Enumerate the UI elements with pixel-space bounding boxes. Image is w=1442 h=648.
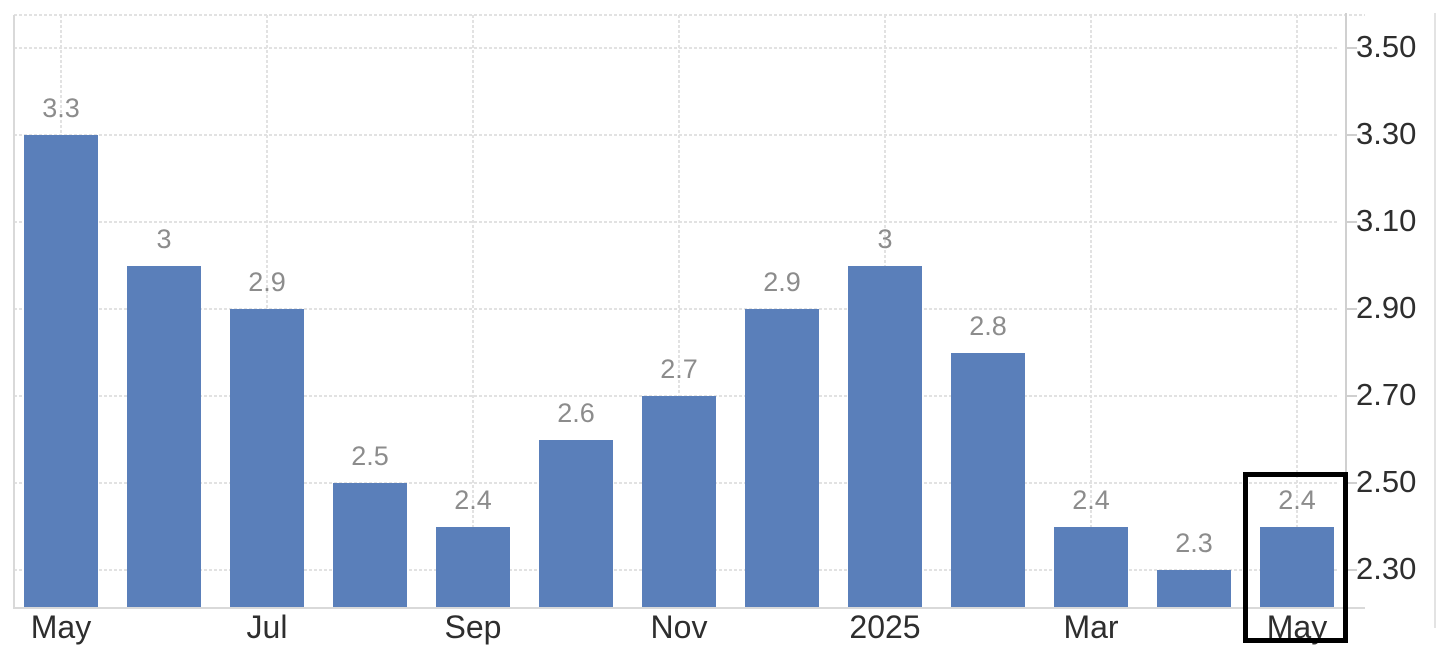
x-tick-label: May [30,609,92,645]
bar[interactable] [1054,526,1128,607]
bar[interactable] [127,265,201,607]
x-tick-label: Mar [1063,609,1119,645]
x-tick-label: Jul [246,609,288,645]
bar[interactable] [333,483,407,607]
chart-right-border [1434,13,1436,628]
v-gridline [1296,15,1298,607]
bar[interactable] [539,439,613,607]
bar[interactable] [848,265,922,607]
x-tick-label: Sep [444,609,502,645]
h-gridline [14,221,1339,223]
x-tick-label: Nov [650,609,708,645]
bar[interactable] [642,396,716,607]
bar[interactable] [436,526,510,607]
bar-value-label: 3 [877,223,893,254]
y-axis-tick [1345,221,1357,223]
bar[interactable] [24,135,98,607]
v-gridline [1090,15,1092,607]
bar-value-label: 2.9 [763,267,801,297]
h-gridline [14,134,1339,136]
y-axis-tick [1345,482,1357,484]
v-gridline [678,15,680,607]
bar-value-label: 2.8 [969,310,1007,341]
h-gridline [14,308,1339,310]
x-tick-label: 2025 [849,609,921,645]
y-tick-label: 3.50 [1356,29,1417,64]
y-axis-line [1345,13,1347,607]
plot-top-border [14,14,1365,16]
bar-value-label: 2.6 [557,397,595,428]
bar-value-label: 2.4 [1072,484,1110,515]
bar-value-label: 2.5 [351,441,389,471]
y-axis-tick [1345,395,1357,397]
y-tick-label: 3.10 [1356,203,1417,238]
bar[interactable] [745,309,819,607]
bar-value-label: 2.3 [1175,528,1213,558]
y-axis-tick [1345,308,1357,310]
y-tick-label: 2.30 [1356,551,1417,586]
bar[interactable] [230,309,304,607]
v-gridline [472,15,474,607]
bar-value-label: 3.3 [42,93,80,123]
bar[interactable] [1260,526,1334,607]
bar[interactable] [951,352,1025,607]
y-axis-tick [1345,569,1357,571]
bar-value-label: 2.7 [660,354,698,384]
y-tick-label: 2.90 [1356,290,1417,325]
y-tick-label: 2.70 [1356,377,1417,412]
y-axis-tick [1345,47,1357,49]
h-gridline [14,47,1339,49]
bar-value-label: 2.4 [1278,484,1316,515]
bar[interactable] [1157,570,1231,607]
plot-left-border [13,15,15,607]
bar-value-label: 2.4 [454,484,492,515]
y-tick-label: 3.30 [1356,116,1417,151]
bar-value-label: 2.9 [248,267,286,297]
x-axis-line [13,607,1365,609]
y-axis-tick [1345,134,1357,136]
bar-value-label: 3 [156,223,172,254]
highlight-box [1243,472,1348,643]
y-tick-label: 2.50 [1356,464,1417,499]
